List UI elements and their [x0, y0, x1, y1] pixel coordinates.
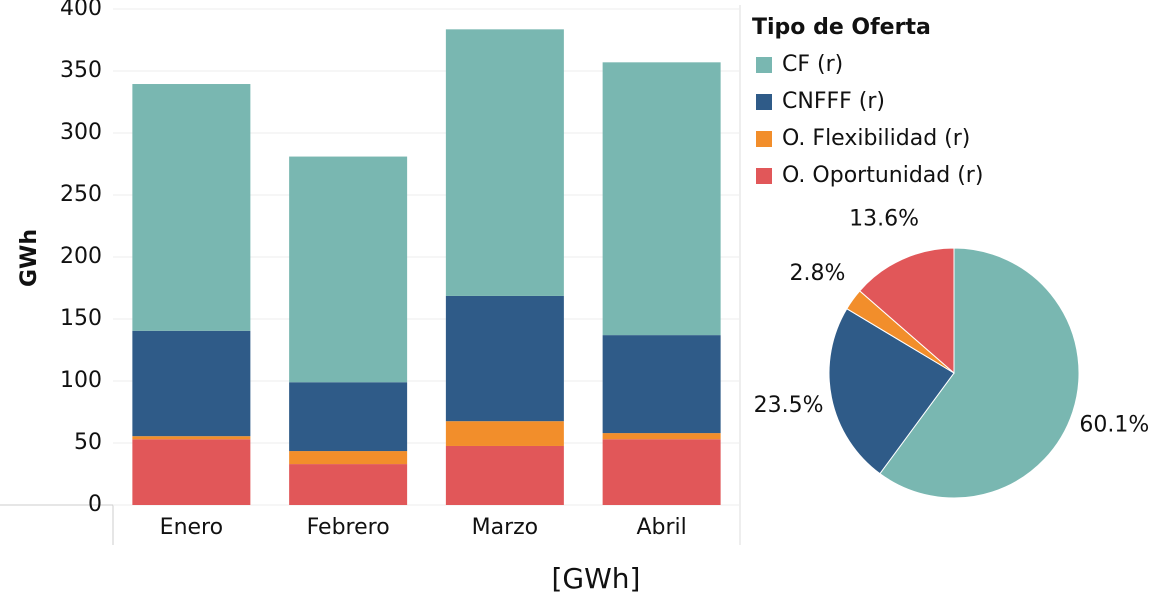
- bar-segment: [132, 436, 251, 440]
- y-tick-label: 400: [60, 0, 102, 21]
- y-tick-label: 100: [60, 368, 102, 393]
- y-axis-label: GWh: [17, 229, 42, 287]
- bar-segment: [445, 29, 564, 296]
- bar-segment: [445, 295, 564, 422]
- bar-segment: [132, 84, 251, 331]
- bar-segment: [289, 382, 408, 452]
- y-tick-label: 50: [74, 430, 102, 455]
- bar-segment: [289, 451, 408, 465]
- legend-swatch: [756, 168, 772, 184]
- bar-segment: [602, 335, 721, 434]
- y-tick-label: 350: [60, 58, 102, 83]
- bar-segment: [289, 464, 408, 505]
- legend-swatch: [756, 131, 772, 147]
- legend-label: O. Flexibilidad (r): [782, 126, 970, 151]
- legend-swatch: [756, 57, 772, 73]
- pie-label: 60.1%: [1079, 413, 1149, 438]
- y-tick-label: 150: [60, 306, 102, 331]
- bar-segment: [445, 445, 564, 505]
- y-tick-label: 200: [60, 244, 102, 269]
- bar-segment: [132, 330, 251, 437]
- y-tick-label: 0: [88, 492, 102, 517]
- bar-segment: [602, 62, 721, 336]
- pie-label: 13.6%: [849, 206, 919, 231]
- pie-slice: [859, 247, 955, 375]
- y-tick-label: 300: [60, 120, 102, 145]
- legend-label: CF (r): [782, 52, 843, 77]
- pie-slice: [879, 247, 1080, 499]
- bar-segment: [289, 156, 408, 383]
- x-tick-label: Enero: [160, 515, 223, 540]
- x-tick-label: Febrero: [307, 515, 390, 540]
- bar-segment: [602, 439, 721, 505]
- bar-segment: [445, 421, 564, 446]
- pie-slice: [828, 308, 955, 475]
- x-tick-label: Marzo: [472, 515, 539, 540]
- x-tick-label: Abril: [636, 515, 686, 540]
- x-axis-label: [GWh]: [552, 562, 641, 595]
- legend-swatch: [756, 94, 772, 110]
- legend-label: CNFFF (r): [782, 89, 885, 114]
- pie-label: 2.8%: [790, 261, 846, 286]
- legend-title: Tipo de Oferta: [752, 15, 931, 40]
- bar-segment: [602, 433, 721, 440]
- pie-label: 23.5%: [754, 393, 824, 418]
- legend-label: O. Oportunidad (r): [782, 163, 983, 188]
- bar-segment: [132, 439, 251, 505]
- y-tick-label: 250: [60, 182, 102, 207]
